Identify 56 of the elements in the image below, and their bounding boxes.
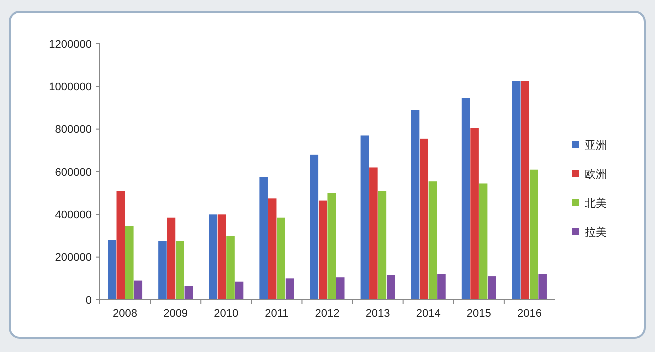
y-tick-label: 1200000 [49,38,92,51]
bar [235,282,244,300]
legend-label: 拉美 [585,226,607,239]
bar [336,278,345,300]
y-tick-label: 0 [86,294,92,307]
bar [360,136,370,300]
bar [488,276,496,300]
bar [512,81,521,300]
x-tick-label: 2010 [214,308,239,320]
bar [134,280,143,300]
x-tick-label: 2014 [416,308,441,320]
x-tick-label: 2013 [366,308,390,320]
x-tick-label: 2011 [265,308,289,320]
bar [125,226,134,300]
bar [479,184,488,300]
bar [108,240,116,300]
bar [462,98,470,300]
bar [226,236,235,300]
x-tick-label: 2008 [113,308,138,320]
y-tick-label: 400000 [55,210,92,222]
bar [318,200,328,300]
bar [218,214,226,300]
bar [268,198,277,300]
legend-label: 北美 [585,196,607,210]
bar [387,275,396,300]
bar [521,81,530,300]
bar [420,138,428,300]
bar [277,218,286,300]
bar [158,241,167,300]
x-tick-label: 2015 [466,308,492,320]
x-tick-label: 2009 [164,308,188,320]
y-tick-label: 600000 [55,166,92,179]
bar [184,286,194,300]
bar [310,154,319,300]
legend-label: 欧洲 [585,168,607,181]
x-tick-label: 2012 [315,308,340,320]
bar [286,278,294,300]
bar [378,191,387,300]
x-tick-label: 2016 [517,308,542,320]
bar [176,241,184,300]
bar [470,128,479,300]
y-tick-label: 1000000 [49,82,92,94]
legend-label: 亚洲 [585,138,607,152]
bar [260,177,268,300]
bar [209,214,218,300]
bar [370,168,378,300]
bar [538,274,547,300]
bar [411,110,420,300]
bar [328,193,336,300]
bar [530,170,538,300]
bar [438,274,446,300]
y-tick-label: 800000 [55,124,92,136]
bar [167,218,176,300]
bar [116,191,126,300]
bar [428,182,438,300]
y-tick-label: 200000 [55,252,92,264]
